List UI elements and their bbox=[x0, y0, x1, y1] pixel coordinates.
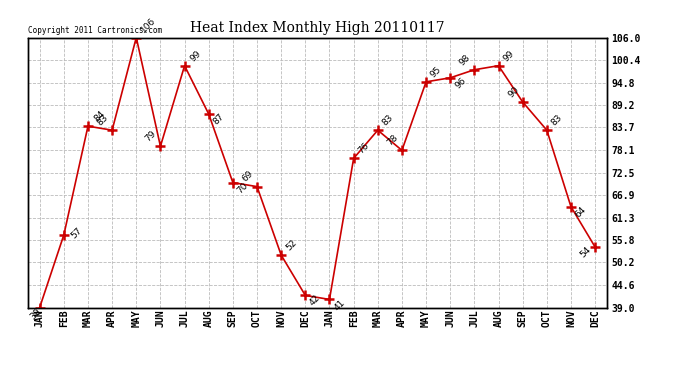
Text: 79: 79 bbox=[144, 129, 158, 144]
Text: 78: 78 bbox=[385, 133, 400, 147]
Text: 98: 98 bbox=[457, 53, 472, 67]
Text: 96: 96 bbox=[453, 76, 468, 90]
Text: 83: 83 bbox=[550, 113, 564, 128]
Text: 41: 41 bbox=[333, 297, 346, 312]
Text: 83: 83 bbox=[95, 113, 110, 128]
Text: 70: 70 bbox=[236, 181, 250, 195]
Text: 95: 95 bbox=[429, 64, 444, 79]
Text: 57: 57 bbox=[70, 226, 84, 240]
Text: 54: 54 bbox=[578, 245, 593, 260]
Text: 84: 84 bbox=[92, 109, 106, 123]
Text: 69: 69 bbox=[240, 170, 255, 184]
Text: 83: 83 bbox=[381, 113, 395, 128]
Text: 90: 90 bbox=[506, 85, 520, 99]
Text: 99: 99 bbox=[502, 48, 516, 63]
Title: Heat Index Monthly High 20110117: Heat Index Monthly High 20110117 bbox=[190, 21, 445, 35]
Text: 99: 99 bbox=[189, 48, 204, 63]
Text: 39: 39 bbox=[28, 307, 43, 321]
Text: 76: 76 bbox=[357, 141, 371, 156]
Text: 106: 106 bbox=[139, 16, 157, 35]
Text: 42: 42 bbox=[308, 294, 322, 308]
Text: 52: 52 bbox=[284, 238, 298, 252]
Text: 87: 87 bbox=[212, 112, 226, 127]
Text: Copyright 2011 Cartronics.com: Copyright 2011 Cartronics.com bbox=[28, 26, 161, 35]
Text: 64: 64 bbox=[574, 205, 588, 219]
